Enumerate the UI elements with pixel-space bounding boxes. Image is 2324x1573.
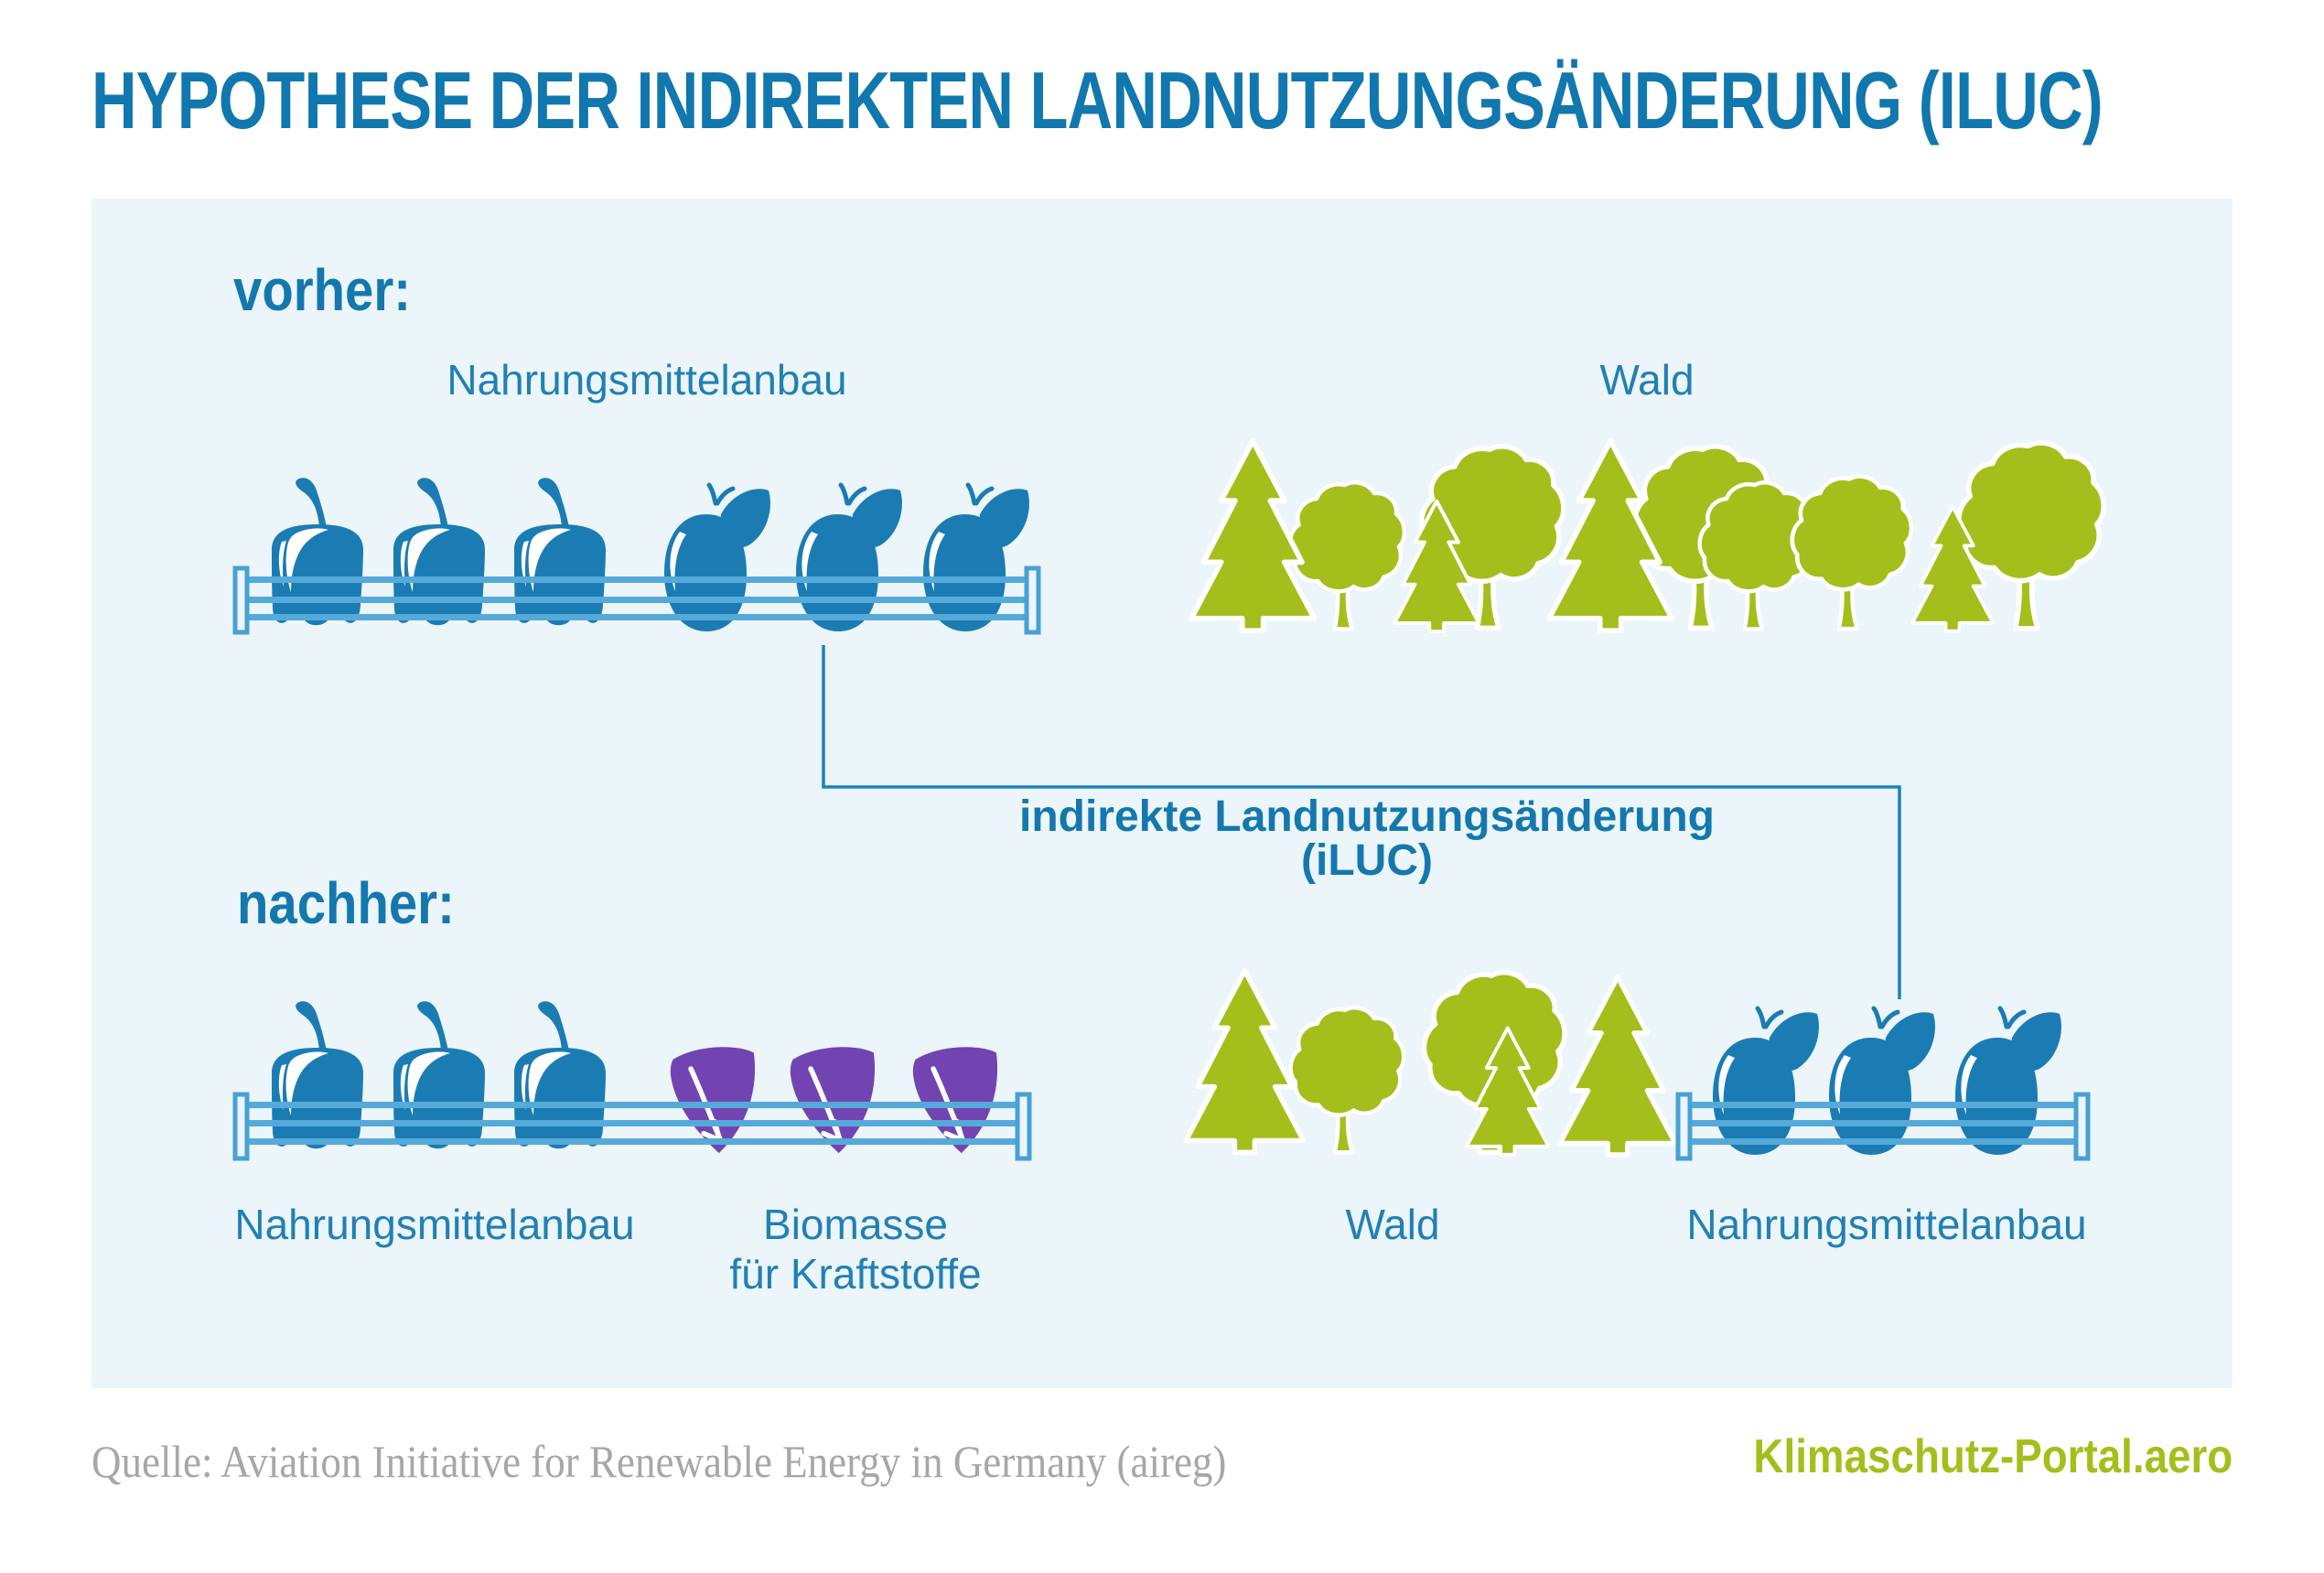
source-credit: Quelle: Aviation Initiative for Renewabl… [91,1436,1227,1487]
pepper-icon [514,478,606,626]
before-forest-label: Wald [1599,356,1695,404]
plum-icon [1829,1008,1935,1155]
plum-icon [1955,1008,2061,1155]
pepper-icon [272,1001,363,1149]
before-food-group [232,478,1041,635]
deciduous-tree-icon [1291,1007,1404,1152]
after-biomass-label-line2: für Kraftstoffe [729,1249,982,1298]
after-heading: nachher: [237,870,455,936]
deciduous-tree-icon [1792,477,1911,630]
pepper-icon [514,1001,606,1149]
fence-icon [232,1092,1032,1161]
diagram-art [232,199,2233,1161]
plum-icon [1713,1008,1819,1155]
page-title: HYPOTHESE DER INDIREKTEN LANDNUTZUNGSÄND… [91,55,2103,145]
biomass-leaf-icon [671,1047,755,1153]
plum-icon [923,485,1029,631]
fence-icon [1675,1092,2091,1161]
plum-icon [796,485,902,631]
after-biomass-label: Biomasse für Kraftstoffe [581,1201,1130,1299]
fir-tree-icon [1186,971,1304,1153]
biomass-leaf-icon [791,1047,875,1153]
iluc-connector-label: indirekte Landnutzungsänderung (iLUC) [1018,792,1715,885]
after-food-biomass-group [232,1001,1032,1161]
before-food-label: Nahrungsmittelanbau [447,356,847,404]
after-biomass-label-line1: Biomasse [763,1201,948,1248]
brand-logo: Klimaschutz-Portal.aero [1753,1430,2233,1483]
fence-icon [232,566,1041,635]
before-heading: vorher: [233,257,412,323]
fir-tree-icon [1560,977,1675,1155]
diagram-panel: vorher: Nahrungsmittelanbau Wald indirek… [91,199,2233,1388]
pepper-icon [393,1001,485,1149]
after-displaced-food-label: Nahrungsmittelanbau [1686,1201,2087,1248]
after-food-label: Nahrungsmittelanbau [234,1201,635,1248]
pepper-icon [393,478,485,626]
after-forest-group [1186,971,1675,1155]
plum-icon [664,485,770,631]
after-displaced-food-group [1675,1008,2091,1161]
before-forest-group [1191,441,2103,634]
biomass-leaf-icon [913,1047,997,1153]
pepper-icon [272,478,363,626]
iluc-connector-line [822,645,1901,999]
after-forest-label: Wald [1345,1201,1440,1248]
